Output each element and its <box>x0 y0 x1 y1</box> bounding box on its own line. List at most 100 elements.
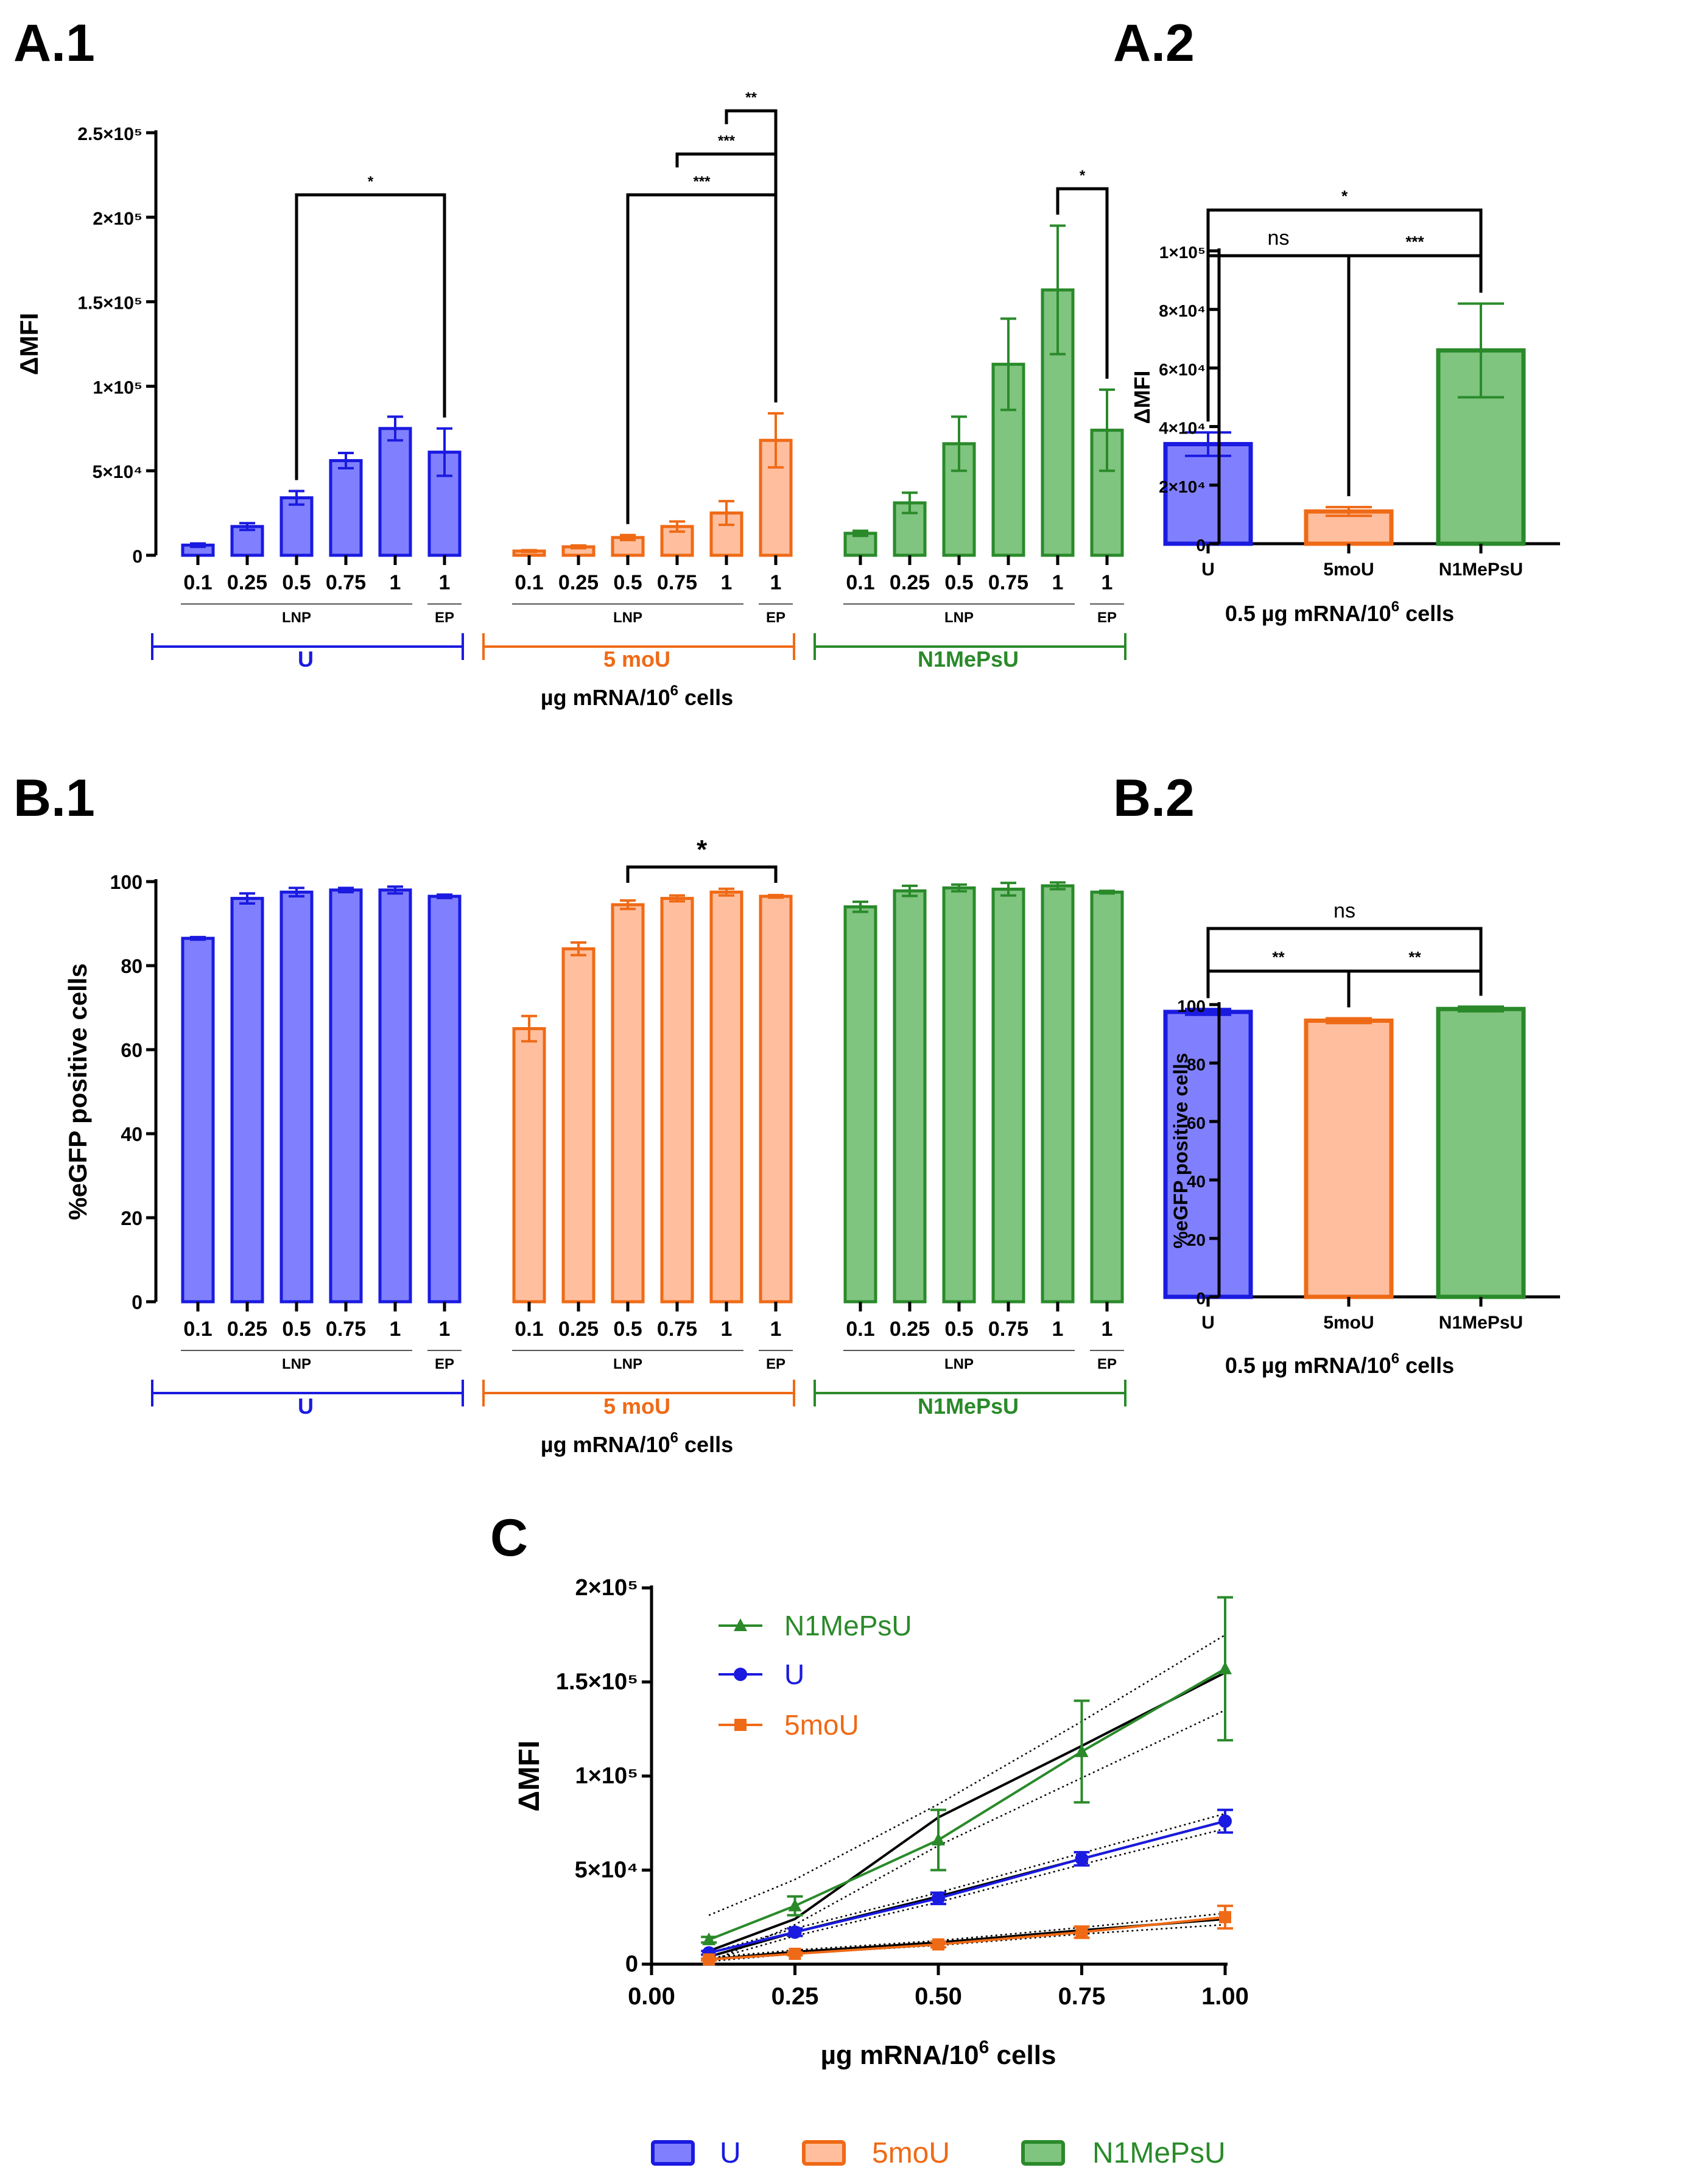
a1-group-labels: U 5 moU N1MePsU µg mRNA/106 cells <box>298 647 1019 710</box>
a2-y-tick-label: 0 <box>1196 536 1206 555</box>
b1-bar <box>893 889 927 1304</box>
legend-item-5mou: 5moU <box>802 2137 950 2169</box>
c-series-5mou <box>701 1904 1233 1966</box>
b2-y-axis-title: %eGFP positive cells <box>1170 1053 1192 1248</box>
a1-y-tick-label: 1.5×10⁵ <box>77 293 142 314</box>
a1-bar <box>991 362 1025 557</box>
a1-x-tick-label: 0.5 <box>282 571 311 594</box>
a1-x-tick-label: 0.25 <box>558 571 599 594</box>
a1-bracket-line <box>295 193 446 480</box>
c-series-u <box>701 1808 1233 1962</box>
a1-significance-label: ** <box>745 90 757 106</box>
a1-significance-label: * <box>1080 167 1086 184</box>
a1-x-tick-label: 0.75 <box>326 571 366 594</box>
a1-panel: 0.1 0.25 0.5 0.75 1 1 LNP EP 0.1 0.25 0.5 0.75 1 1 LNP… <box>151 224 1126 660</box>
b1-x-tick-label: 0.25 <box>227 1318 267 1341</box>
b1-bar <box>181 936 215 1304</box>
b1-x-tick-label: 0.75 <box>988 1318 1028 1341</box>
legend-label-5mou: 5moU <box>872 2137 950 2169</box>
b2-significance-bracket: ** <box>1347 948 1483 1008</box>
a1-bar <box>329 459 363 557</box>
b1-x-axis-title: µg mRNA/106 cells <box>541 1430 733 1457</box>
b2-y-axis: 0 20 40 60 80 100 %eGFP positive cells <box>1170 997 1221 1308</box>
group-label-n1mepsu: N1MePsU <box>918 647 1019 672</box>
a1-x-tick-label: 0.5 <box>944 571 973 594</box>
a1-y-tick-label: 5×10⁴ <box>93 462 142 482</box>
c-marker-square <box>734 1719 747 1731</box>
a1-significance-label: *** <box>718 133 736 149</box>
b1-ep-label: EP <box>435 1356 454 1372</box>
a2-y-tick-label: 4×10⁴ <box>1159 419 1206 438</box>
b1-x-tick-label: 0.75 <box>326 1318 366 1341</box>
a1-x-tick-label: 0.25 <box>227 571 267 594</box>
b2-y-tick-label: 40 <box>1187 1172 1206 1191</box>
a2-bar-u <box>1163 441 1253 546</box>
a1-significance-label: *** <box>693 174 711 190</box>
legend-swatch-u <box>651 2140 695 2166</box>
c-y-tick-label: 1.5×10⁵ <box>556 1669 638 1695</box>
b1-bar <box>427 894 462 1304</box>
a1-significance-bracket: *** <box>675 133 778 402</box>
b1-x-tick-label: 0.1 <box>515 1318 543 1341</box>
group-label-n1mepsu: N1MePsU <box>918 1394 1019 1419</box>
c-y-axis: 0 5×10⁴ 1×10⁵ 1.5×10⁵ 2×10⁵ ΔMFI <box>513 1575 653 1977</box>
b1-series-u: 0.1 0.25 0.5 0.75 1 1 LNP EP <box>151 885 464 1406</box>
a1-x-tick-label: 0.25 <box>890 571 930 594</box>
b1-bar <box>843 905 877 1304</box>
b1-y-tick-label: 20 <box>121 1207 142 1229</box>
c-marker-triangle <box>932 1833 945 1846</box>
b1-group-labels: U 5 moU N1MePsU µg mRNA/106 cells <box>298 1394 1019 1457</box>
legend-label-u: U <box>720 2137 741 2169</box>
b2-x-axis-title: 0.5 µg mRNA/106 cells <box>1225 1350 1454 1378</box>
a2-significance-bracket: * <box>1206 187 1483 422</box>
a1-significance-label: * <box>368 174 374 190</box>
a1-x-tick-label: 0.1 <box>183 571 212 594</box>
c-legend-label: 5moU <box>784 1709 859 1741</box>
a1-bracket-line <box>675 152 778 402</box>
a1-lnp-label: LNP <box>944 609 974 626</box>
b1-bracket-line <box>626 865 778 883</box>
panel-label-a2: A.2 <box>1113 14 1195 72</box>
b1-x-tick-label: 1 <box>1052 1318 1064 1341</box>
group-label-5mou: 5 moU <box>603 647 670 672</box>
b1-x-tick-label: 0.75 <box>657 1318 697 1341</box>
b1-x-tick-label: 1 <box>439 1318 451 1341</box>
c-marker-circle <box>932 1891 945 1905</box>
b1-x-tick-label: 0.25 <box>558 1318 599 1341</box>
b1-x-tick-label: 1 <box>1102 1318 1113 1341</box>
b2-bar-5mou <box>1304 1018 1394 1299</box>
c-ci-lower <box>708 1709 1226 1964</box>
c-marker-triangle <box>734 1618 747 1631</box>
legend-label-n1mepsu: N1MePsU <box>1092 2137 1226 2169</box>
a2-x-tick-label: 5moU <box>1323 560 1374 580</box>
c-marker-square <box>932 1938 944 1951</box>
a1-bracket-line <box>725 109 778 402</box>
c-x-axis-title: µg mRNA/106 cells <box>821 2037 1056 2070</box>
a2-y-axis-title: ΔMFI <box>1130 371 1154 424</box>
b1-bar <box>660 897 694 1304</box>
a2-y-tick-label: 6×10⁴ <box>1159 360 1206 379</box>
a1-x-tick-label: 1 <box>439 571 451 594</box>
a2-y-tick-label: 8×10⁴ <box>1159 301 1206 320</box>
b1-bar <box>759 894 793 1304</box>
b2-y-tick-label: 0 <box>1196 1289 1206 1308</box>
b1-y-tick-label: 60 <box>121 1039 142 1061</box>
a1-x-tick-label: 0.1 <box>515 571 543 594</box>
b1-series-5mou: 0.1 0.25 0.5 0.75 1 1 LNP EP <box>482 887 795 1406</box>
b1-x-tick-label: 1 <box>770 1318 782 1341</box>
b1-y-tick-label: 0 <box>132 1291 142 1313</box>
legend-item-u: U <box>651 2137 741 2169</box>
b1-bar <box>512 1027 546 1304</box>
a1-y-tick-label: 0 <box>132 547 142 567</box>
b1-y-tick-label: 100 <box>110 871 142 893</box>
c-marker-circle <box>734 1668 747 1681</box>
a1-x-axis-title: µg mRNA/106 cells <box>541 683 733 710</box>
a1-x-tick-label: 0.75 <box>657 571 697 594</box>
c-panel: 0.00 0.25 0.50 0.75 1.00 µg mRNA/106 cells N1M… <box>628 1596 1249 2070</box>
c-y-tick-label: 2×10⁵ <box>575 1575 638 1601</box>
a1-lnp-label: LNP <box>282 609 311 626</box>
b2-x-tick-label: 5moU <box>1323 1313 1374 1333</box>
a2-x-tick-label: U <box>1201 560 1215 580</box>
b2-significance-label: ** <box>1272 948 1285 966</box>
b2-bracket-line <box>1347 969 1483 1008</box>
